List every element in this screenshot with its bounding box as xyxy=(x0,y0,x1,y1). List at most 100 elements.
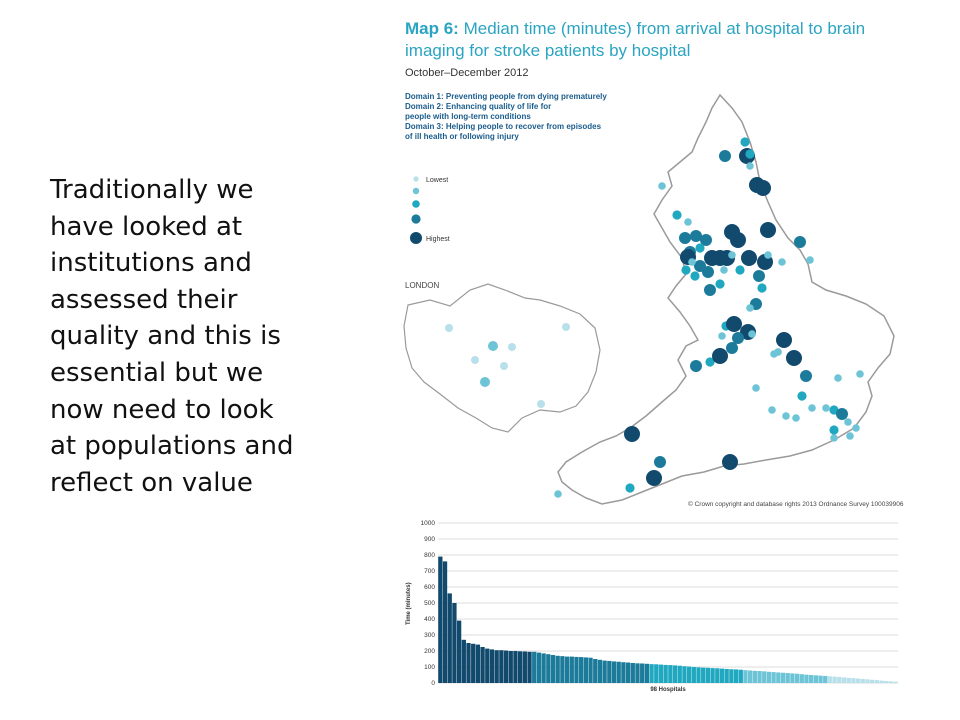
london-hospital-marker xyxy=(562,323,570,331)
slide-text-line: Traditionally we xyxy=(50,175,254,205)
bar xyxy=(654,664,659,683)
bar xyxy=(471,643,476,683)
hospital-marker xyxy=(715,279,725,289)
bar xyxy=(489,649,495,683)
chart-y-ticks: 0 100 200 300 400 500 600 700 800 900 1000 xyxy=(421,520,436,687)
bar xyxy=(564,656,570,683)
london-outline xyxy=(403,283,601,433)
bar-chart: Time (minutes) 0 100 200 300 400 500 600 700 800… xyxy=(406,520,898,693)
hospital-marker xyxy=(700,234,712,246)
london-hospital-marker xyxy=(488,341,498,351)
england-outline xyxy=(557,93,895,505)
hospital-marker xyxy=(728,251,736,259)
england-map xyxy=(554,93,895,505)
map-title-prefix: Map 6: xyxy=(405,19,459,38)
hospital-marker xyxy=(746,162,754,170)
y-tick-label: 500 xyxy=(424,600,435,607)
bar xyxy=(841,677,847,683)
hospital-marker xyxy=(844,418,852,426)
hospital-marker xyxy=(681,265,691,275)
domain-list: Domain 1: Preventing people from dying p… xyxy=(405,92,607,142)
hospital-marker xyxy=(684,218,692,226)
bar xyxy=(865,679,870,683)
bar xyxy=(733,669,739,683)
bar xyxy=(790,673,795,683)
hospital-marker xyxy=(654,456,666,468)
bar xyxy=(663,664,668,683)
y-tick-label: 200 xyxy=(424,648,435,655)
hospital-marker xyxy=(829,425,839,435)
hospital-marker xyxy=(806,256,814,264)
bar xyxy=(668,665,673,683)
bar xyxy=(550,655,556,683)
london-inset-map xyxy=(403,283,601,433)
slide-text-line: quality and this is xyxy=(50,321,281,352)
bar xyxy=(555,655,560,683)
slide-text-line: reflect on value xyxy=(50,467,253,498)
y-tick-label: 800 xyxy=(424,552,435,559)
hospital-marker xyxy=(752,384,760,392)
hospital-marker xyxy=(646,470,662,486)
bar xyxy=(574,656,579,683)
bar xyxy=(893,681,898,683)
domain-line: Domain 1: Preventing people from dying p… xyxy=(405,92,607,101)
y-tick-label: 700 xyxy=(424,568,435,575)
y-tick-label: 400 xyxy=(424,616,435,623)
bar xyxy=(884,681,889,683)
bar xyxy=(832,676,837,683)
bar xyxy=(851,678,856,683)
bar xyxy=(785,673,790,683)
hospital-marker xyxy=(808,404,816,412)
hospital-marker xyxy=(732,332,744,344)
london-inset-label: LONDON xyxy=(405,281,440,290)
bar xyxy=(715,668,720,683)
copyright-notice: © Crown copyright and database rights 20… xyxy=(688,501,904,508)
london-hospital-marker xyxy=(445,324,453,332)
hospital-marker xyxy=(755,180,771,196)
london-hospital-marker xyxy=(508,343,516,351)
hospital-marker xyxy=(702,266,714,278)
bar xyxy=(475,644,481,683)
bar xyxy=(818,675,823,683)
london-hospital-marker xyxy=(537,400,545,408)
bar xyxy=(719,668,725,683)
bar xyxy=(837,676,842,683)
hospital-marker xyxy=(690,271,700,281)
bar xyxy=(503,650,509,683)
bar xyxy=(823,675,828,683)
bar xyxy=(541,653,546,683)
bar xyxy=(696,667,701,683)
bar xyxy=(447,593,452,683)
hospital-marker xyxy=(794,236,806,248)
map-title-text: Median time (minutes) from arrival at ho… xyxy=(405,19,866,60)
bar xyxy=(870,679,875,683)
hospital-marker xyxy=(800,370,812,382)
hospital-marker xyxy=(720,266,728,274)
hospital-marker xyxy=(704,284,716,296)
bar xyxy=(517,651,523,683)
bar xyxy=(729,669,734,683)
y-tick-label: 100 xyxy=(424,664,435,671)
hospital-marker xyxy=(690,360,702,372)
bar xyxy=(855,678,861,683)
bar xyxy=(522,651,527,683)
bar xyxy=(724,668,729,683)
slide-text-line: essential but we xyxy=(50,357,264,388)
slide-body-text: Traditionally we have looked at institut… xyxy=(50,172,350,501)
hospital-marker xyxy=(679,232,691,244)
legend-dot-level3 xyxy=(412,200,420,208)
bar xyxy=(682,666,687,683)
bar xyxy=(560,656,565,683)
england-hospital-markers xyxy=(554,137,864,498)
bar xyxy=(677,665,682,683)
hospital-marker xyxy=(672,210,682,220)
bar xyxy=(691,667,696,683)
london-hospital-marker xyxy=(480,377,490,387)
bar xyxy=(485,648,490,683)
bar xyxy=(499,650,504,683)
bar xyxy=(579,657,584,683)
hospital-marker xyxy=(757,283,767,293)
london-hospital-marker xyxy=(500,362,508,370)
hospital-marker xyxy=(722,454,738,470)
hospital-marker xyxy=(856,370,864,378)
